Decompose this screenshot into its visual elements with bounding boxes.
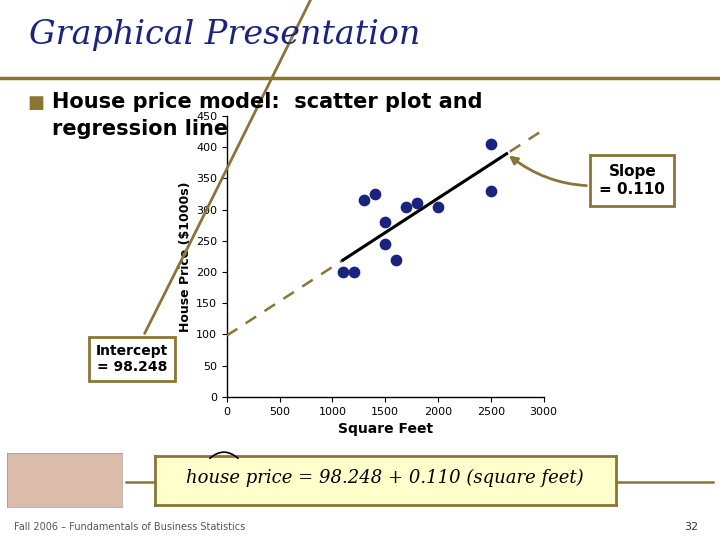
Point bbox=[390, 255, 402, 264]
Text: house price = 98.248 + 0.110 (square feet): house price = 98.248 + 0.110 (square fee… bbox=[186, 469, 584, 487]
Point bbox=[337, 268, 348, 276]
Point bbox=[485, 187, 497, 195]
Text: ■: ■ bbox=[27, 94, 45, 112]
Point bbox=[411, 199, 423, 208]
Point bbox=[359, 196, 370, 205]
Point bbox=[485, 140, 497, 149]
Point bbox=[400, 202, 412, 211]
Text: Fall 2006 – Fundamentals of Business Statistics: Fall 2006 – Fundamentals of Business Sta… bbox=[14, 522, 246, 532]
Text: 32: 32 bbox=[684, 522, 698, 532]
Text: Slope
= 0.110: Slope = 0.110 bbox=[511, 157, 665, 197]
Text: House price model:  scatter plot and: House price model: scatter plot and bbox=[52, 92, 482, 112]
Point bbox=[348, 268, 359, 276]
Text: regression line: regression line bbox=[52, 119, 228, 139]
Point bbox=[369, 190, 380, 198]
Point bbox=[379, 240, 391, 248]
Point bbox=[432, 202, 444, 211]
Text: Graphical Presentation: Graphical Presentation bbox=[29, 19, 420, 51]
X-axis label: Square Feet: Square Feet bbox=[338, 422, 433, 436]
Point bbox=[379, 218, 391, 226]
Text: Intercept
= 98.248: Intercept = 98.248 bbox=[96, 0, 720, 374]
Y-axis label: House Price ($1000s): House Price ($1000s) bbox=[179, 181, 192, 332]
